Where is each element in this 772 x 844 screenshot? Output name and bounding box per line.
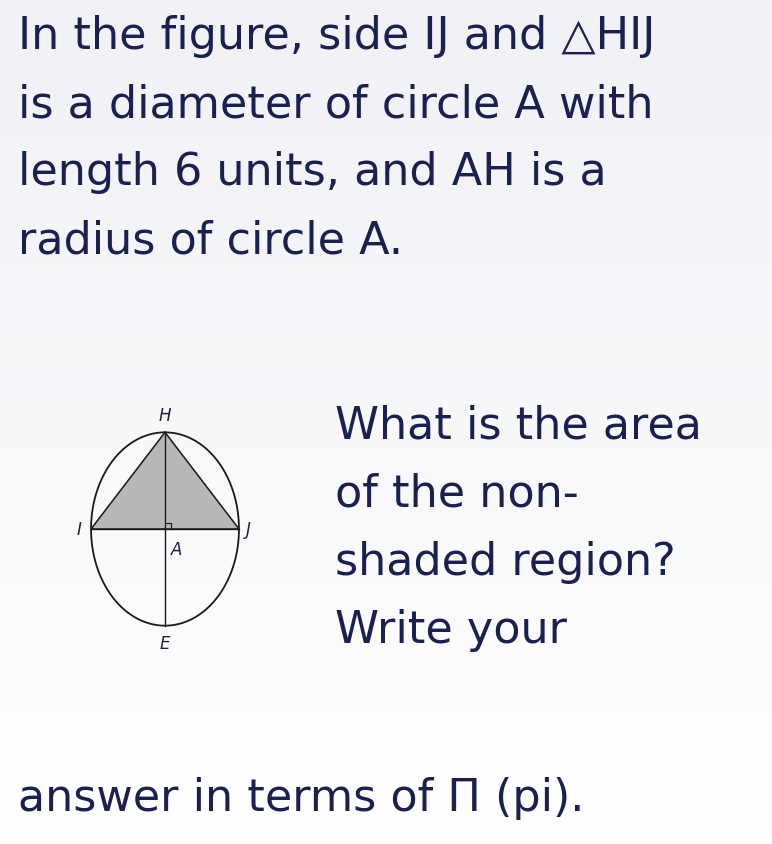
Text: J: J bbox=[245, 521, 250, 538]
Text: Write your: Write your bbox=[335, 609, 567, 652]
Text: H: H bbox=[159, 407, 171, 425]
Text: shaded region?: shaded region? bbox=[335, 540, 676, 583]
Text: radius of circle A.: radius of circle A. bbox=[18, 219, 403, 262]
Text: of the non-: of the non- bbox=[335, 473, 579, 516]
Text: What is the area: What is the area bbox=[335, 404, 702, 447]
Text: A: A bbox=[171, 540, 182, 559]
Text: is a diameter of circle A with: is a diameter of circle A with bbox=[18, 83, 654, 126]
Text: I: I bbox=[77, 521, 82, 538]
Text: length 6 units, and AH is a: length 6 units, and AH is a bbox=[18, 151, 607, 194]
Text: In the figure, side IJ and △HIJ: In the figure, side IJ and △HIJ bbox=[18, 15, 655, 58]
Text: E: E bbox=[160, 634, 171, 652]
Text: answer in terms of Π (pi).: answer in terms of Π (pi). bbox=[18, 776, 584, 819]
Polygon shape bbox=[91, 433, 239, 529]
